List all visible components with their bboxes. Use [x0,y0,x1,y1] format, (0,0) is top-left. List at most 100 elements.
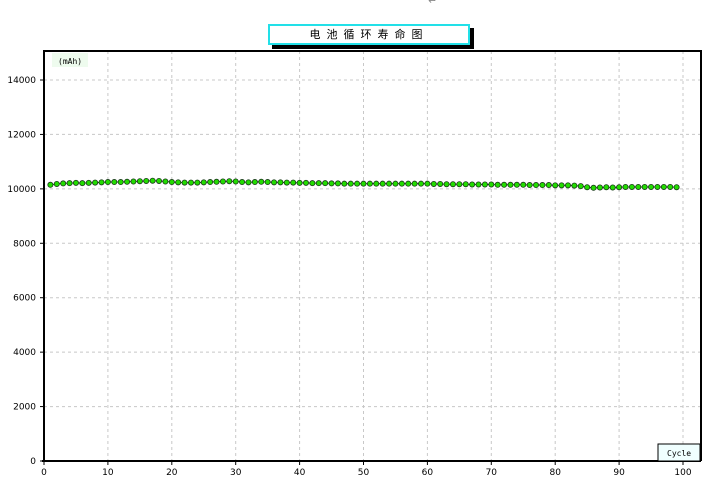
data-point [66,180,73,187]
data-point [552,182,559,189]
data-point [271,179,278,186]
data-point [622,183,629,190]
x-tick-label: 90 [613,468,625,478]
series-line [47,177,680,191]
plot-frame [43,50,702,461]
data-point [571,182,578,189]
data-point [513,181,520,188]
data-point [245,179,252,186]
chart-title: 电池循环寿命图 [268,24,470,45]
data-point [494,181,501,188]
data-point [156,177,163,184]
data-point [564,182,571,189]
x-tick-label: 60 [422,468,434,478]
data-point [136,178,143,185]
y-unit-label-box: (mAh) [52,53,88,67]
data-point [149,177,156,184]
data-point [501,181,508,188]
y-tick-label: 10000 [7,185,36,195]
data-point [264,179,271,186]
data-point [181,179,188,186]
data-point [290,179,297,186]
y-tick-label: 6000 [13,294,36,304]
data-point [207,179,214,186]
data-point [117,179,124,186]
y-tick-label: 12000 [7,130,36,140]
grid [44,51,701,461]
data-point [539,182,546,189]
data-point [398,180,405,187]
data-point [616,184,623,191]
data-point [648,183,655,190]
x-tick-label: 70 [486,468,498,478]
data-point [47,181,54,188]
data-point [219,178,226,185]
data-point [366,180,373,187]
data-point [443,181,450,188]
data-point [386,180,393,187]
data-point [354,180,361,187]
data-point [418,180,425,187]
data-point [104,179,111,186]
data-point [239,179,246,186]
paragraph-mark: ↵ [428,0,438,7]
y-axis-label: (mAh) [58,57,82,66]
data-point [315,180,322,187]
data-point [334,180,341,187]
data-point [194,179,201,186]
x-axis-label: Cycle [667,449,691,458]
data-point [628,183,635,190]
data-point [430,180,437,187]
data-point [481,181,488,188]
data-point [596,184,603,191]
data-point [609,184,616,191]
x-tick-label: 50 [358,468,370,478]
data-point [641,183,648,190]
data-point [667,183,674,190]
data-point [85,179,92,186]
x-unit-label-box: Cycle [657,443,701,462]
data-point [437,180,444,187]
data-point [558,182,565,189]
y-tick-label: 0 [30,457,36,467]
data-point [379,180,386,187]
data-point [111,179,118,186]
data-point [577,183,584,190]
x-tick-label: 0 [41,468,47,478]
data-point [533,182,540,189]
data-point [60,180,67,187]
data-point [322,180,329,187]
data-point [475,181,482,188]
data-point [603,184,610,191]
data-point [590,184,597,191]
data-point [200,179,207,186]
data-point [162,178,169,185]
data-point [143,177,150,184]
data-point [302,179,309,186]
y-tick-label: 4000 [13,348,36,358]
x-tick-label: 10 [102,468,114,478]
data-point [341,180,348,187]
data-point [584,184,591,191]
data-point [258,178,265,185]
y-tick-label: 8000 [13,239,36,249]
data-point [92,179,99,186]
data-point [392,180,399,187]
data-point [654,183,661,190]
data-point [226,178,233,185]
data-point [660,183,667,190]
data-point [545,182,552,189]
data-point [187,179,194,186]
data-point [53,180,60,187]
x-tick-label: 20 [166,468,178,478]
data-point [456,181,463,188]
data-point [98,179,105,186]
data-point [507,181,514,188]
axes: 0 10 20 30 40 50 60 70 80 90 100 0 2000 4000 6000 8000 1… [7,50,702,478]
data-point [520,181,527,188]
x-tick-label: 80 [549,468,561,478]
data-point [373,180,380,187]
data-point [213,178,220,185]
data-point [411,180,418,187]
